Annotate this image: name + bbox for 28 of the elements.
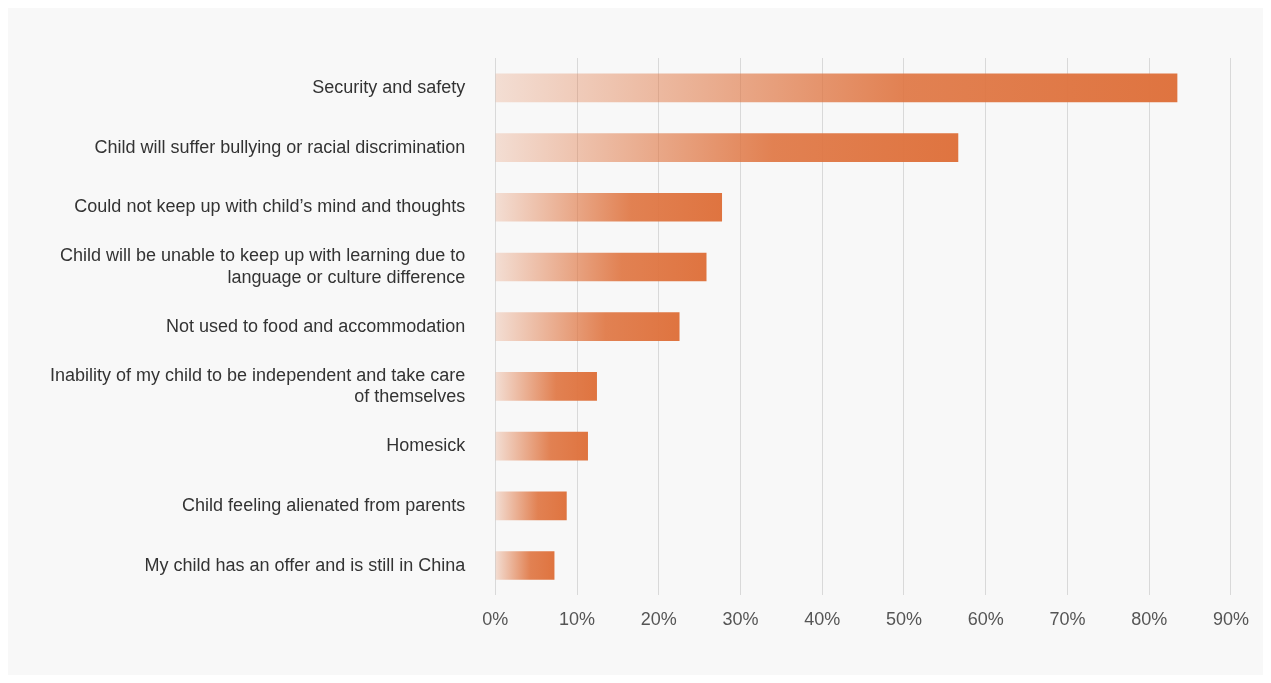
y-tick-label: Inability of my child to be independent and take care of themselves [50,364,466,407]
y-tick-label: Not used to food and accommodation [166,315,466,336]
bar [495,73,1178,103]
y-tick-label: Homesick [386,435,467,456]
y-tick-label: Child will suffer bullying or racial discrimination [94,136,466,157]
bar [495,192,723,222]
x-tick-label: 80% [1131,609,1168,630]
x-tick-label: 20% [640,609,677,630]
x-tick-label: 60% [967,609,1004,630]
bar [495,551,555,580]
x-tick-label: 90% [1212,609,1249,630]
bar [495,491,567,521]
y-tick-label: My child has an offer and is still in China [144,554,467,575]
bar [495,252,707,282]
x-tick-label: 70% [1049,609,1086,630]
x-tick-label: 50% [885,609,923,630]
y-tick-label: Could not keep up with child’s mind and thoughts [74,196,466,217]
y-tick-label: Child will be unable to keep up with learning due to language or culture difference [60,245,466,287]
x-tick-label: 40% [804,609,841,630]
bar [495,312,680,342]
x-tick-label: 0% [482,609,509,630]
bar [495,372,597,401]
bar [495,431,588,461]
x-tick-label: 30% [722,609,759,630]
y-tick-label: Child feeling alienated from parents [182,494,466,515]
y-tick-label: Security and safety [312,76,466,97]
bar [495,133,959,162]
x-tick-label: 10% [559,609,596,630]
